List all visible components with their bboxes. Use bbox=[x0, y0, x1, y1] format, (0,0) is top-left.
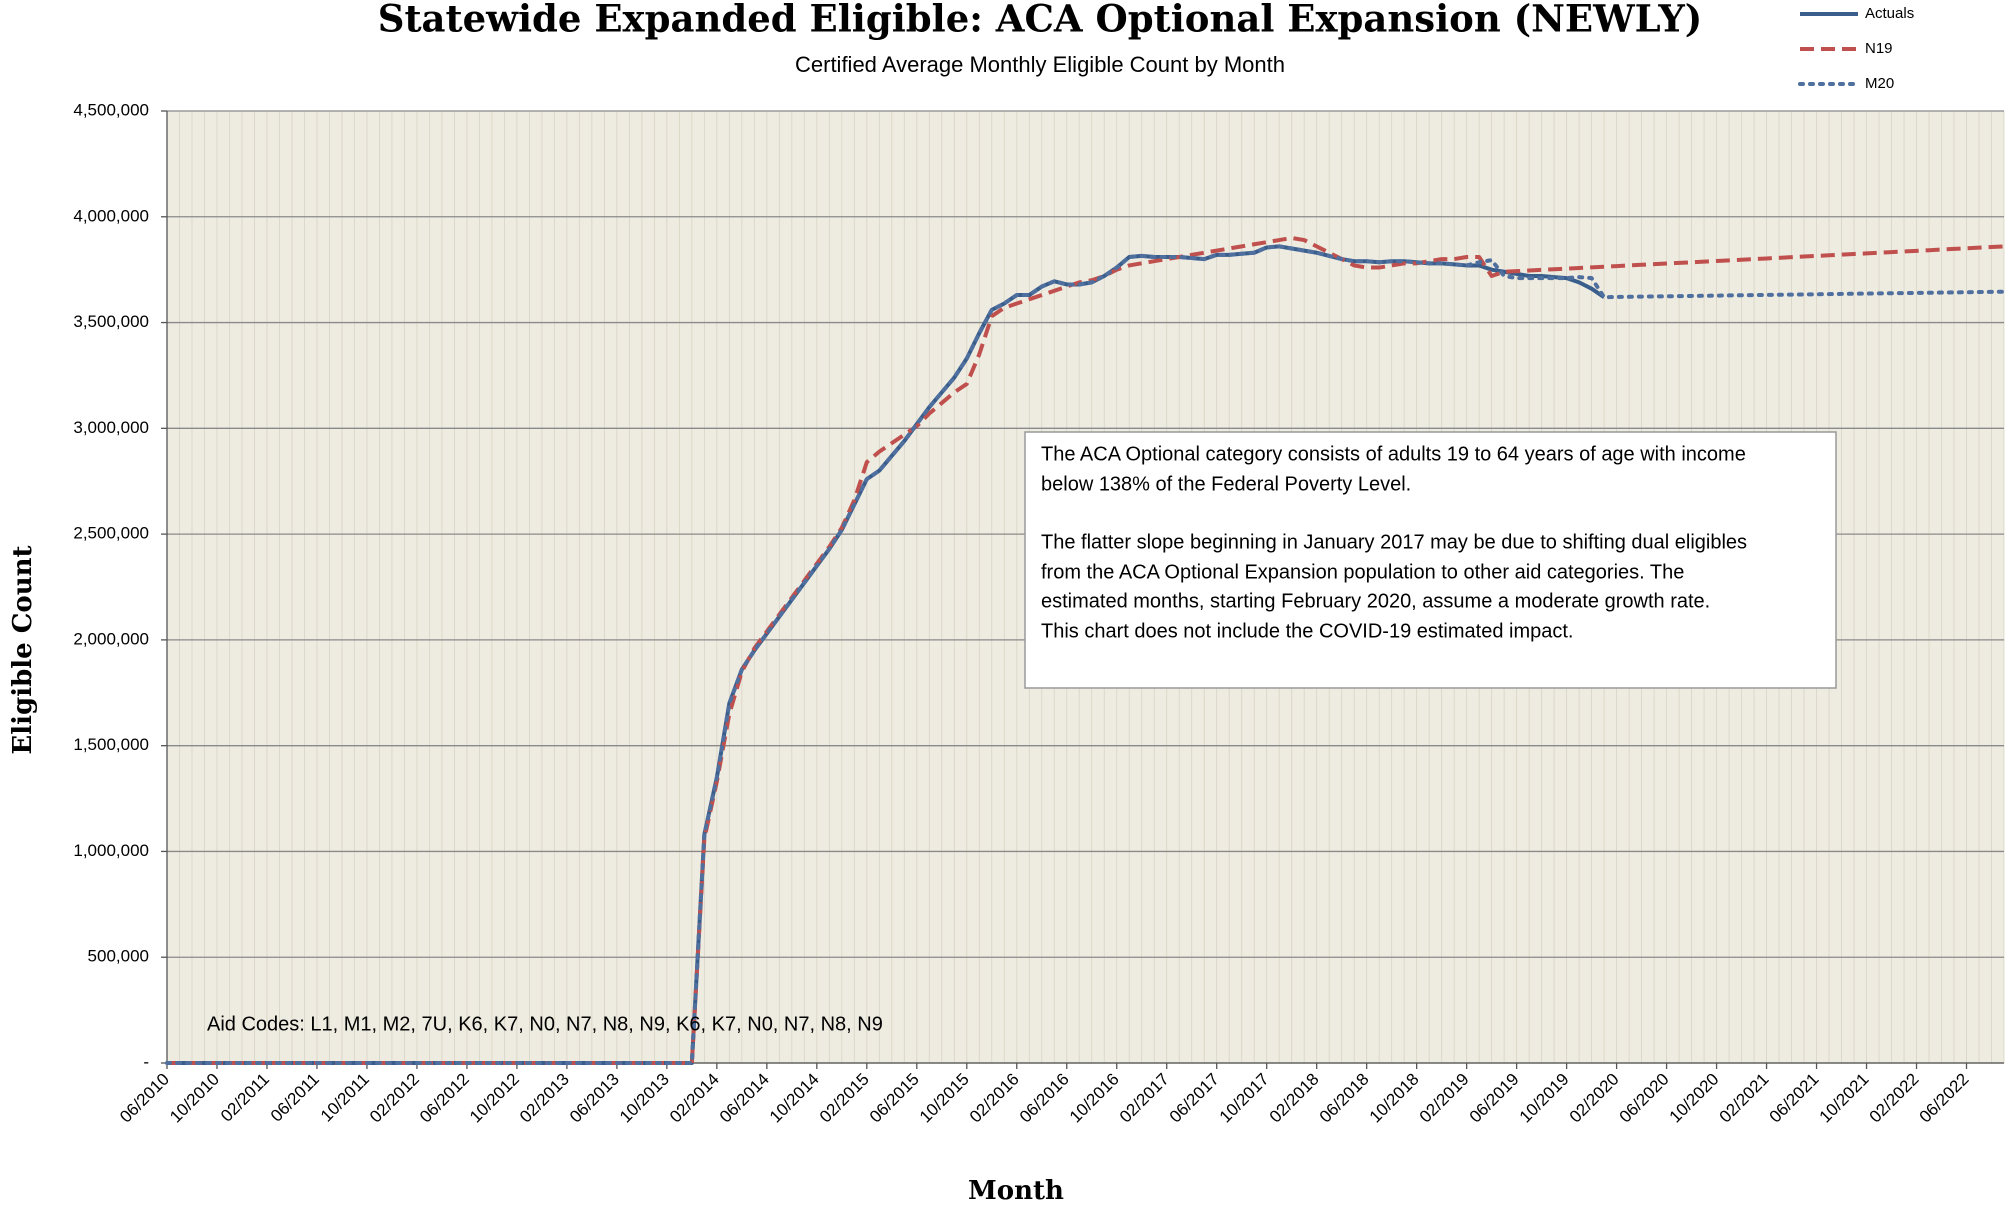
x-tick-label: 02/2022 bbox=[1866, 1070, 1923, 1127]
x-axis-label: Month bbox=[968, 1176, 1064, 1206]
y-tick-label: 500,000 bbox=[88, 947, 149, 966]
annotation-line: The ACA Optional category consists of ad… bbox=[1041, 443, 1746, 465]
x-tick-label: 06/2022 bbox=[1916, 1070, 1973, 1127]
notes: The ACA Optional category consists of ad… bbox=[1041, 443, 1747, 642]
y-tick-label: 2,500,000 bbox=[73, 524, 149, 543]
annotation-line: below 138% of the Federal Poverty Level. bbox=[1041, 473, 1411, 495]
x-tick-label: 02/2018 bbox=[1266, 1070, 1323, 1127]
legend-label: M20 bbox=[1865, 75, 1894, 92]
x-tick-label: 06/2011 bbox=[267, 1070, 323, 1126]
y-tick-label: 3,500,000 bbox=[73, 312, 149, 331]
series-line bbox=[165, 244, 2006, 1065]
x-tick-label: 02/2015 bbox=[816, 1070, 873, 1127]
x-tick-label: 10/2016 bbox=[1066, 1070, 1123, 1127]
x-tick-label: 10/2019 bbox=[1516, 1070, 1573, 1127]
x-tick-label: 10/2010 bbox=[166, 1070, 223, 1127]
annotation-line: from the ACA Optional Expansion populati… bbox=[1041, 561, 1684, 583]
y-tick-label: - bbox=[143, 1052, 149, 1071]
x-tick-label: 06/2012 bbox=[416, 1070, 473, 1127]
y-tick-label: 4,500,000 bbox=[73, 100, 149, 119]
legend-label: N19 bbox=[1865, 40, 1893, 57]
legend: Actuals N19 M20 bbox=[1798, 5, 1914, 92]
annotation-line: estimated months, starting February 2020… bbox=[1041, 590, 1710, 612]
lines bbox=[165, 235, 2006, 1065]
legend-label: Actuals bbox=[1865, 5, 1914, 22]
series-line bbox=[167, 235, 2005, 1065]
y-tick-label: 4,000,000 bbox=[73, 206, 149, 225]
x-tick-label: 10/2013 bbox=[616, 1070, 673, 1127]
y-tick-label: 3,000,000 bbox=[73, 418, 149, 437]
x-tick-label: 10/2014 bbox=[766, 1070, 823, 1127]
annotation-line: This chart does not include the COVID-19… bbox=[1041, 620, 1573, 642]
x-tick-label: 06/2018 bbox=[1316, 1070, 1373, 1127]
x-tick-label: 02/2016 bbox=[966, 1070, 1023, 1127]
aid-codes: Aid Codes: L1, M1, M2, 7U, K6, K7, N0, N… bbox=[207, 1013, 883, 1035]
x-tick-label: 06/2020 bbox=[1616, 1070, 1673, 1127]
annotation-line: The flatter slope beginning in January 2… bbox=[1041, 531, 1747, 553]
x-tick-label: 10/2017 bbox=[1216, 1070, 1273, 1127]
x-tick-label: 06/2019 bbox=[1466, 1070, 1523, 1127]
x-tick-label: 06/2010 bbox=[116, 1070, 173, 1127]
x-tick-label: 06/2015 bbox=[866, 1070, 923, 1127]
x-tick-label: 06/2013 bbox=[566, 1070, 623, 1127]
chart-title: Statewide Expanded Eligible: ACA Optiona… bbox=[378, 0, 1703, 41]
x-tick-label: 02/2012 bbox=[366, 1070, 423, 1127]
x-tick-label: 06/2016 bbox=[1016, 1070, 1073, 1127]
x-tick-label: 02/2021 bbox=[1716, 1070, 1773, 1127]
y-axis-label: Eligible Count bbox=[8, 545, 38, 754]
x-tick-label: 10/2012 bbox=[466, 1070, 523, 1127]
x-tick-label: 02/2011 bbox=[217, 1070, 273, 1126]
x-tick-label: 10/2021 bbox=[1816, 1070, 1873, 1127]
chart-subtitle: Certified Average Monthly Eligible Count… bbox=[795, 52, 1285, 77]
x-tick-label: 02/2017 bbox=[1116, 1070, 1173, 1127]
y-tick-label: 1,000,000 bbox=[73, 841, 149, 860]
x-tick-label: 06/2021 bbox=[1766, 1070, 1823, 1127]
x-tick-label: 06/2014 bbox=[716, 1070, 773, 1127]
y-tick-label: 1,500,000 bbox=[73, 735, 149, 754]
y-tick-label: 2,000,000 bbox=[73, 629, 149, 648]
x-tick-label: 10/2011 bbox=[317, 1070, 373, 1126]
x-tick-label: 02/2020 bbox=[1566, 1070, 1623, 1127]
x-tick-label: 02/2019 bbox=[1416, 1070, 1473, 1127]
x-tick-label: 06/2017 bbox=[1166, 1070, 1223, 1127]
x-tick-label: 10/2018 bbox=[1366, 1070, 1423, 1127]
annotation-box bbox=[1024, 431, 1837, 689]
x-tick-label: 02/2014 bbox=[666, 1070, 723, 1127]
x-tick-label: 02/2013 bbox=[516, 1070, 573, 1127]
x-tick-label: 10/2015 bbox=[916, 1070, 973, 1127]
x-tick-label: 10/2020 bbox=[1666, 1070, 1723, 1127]
